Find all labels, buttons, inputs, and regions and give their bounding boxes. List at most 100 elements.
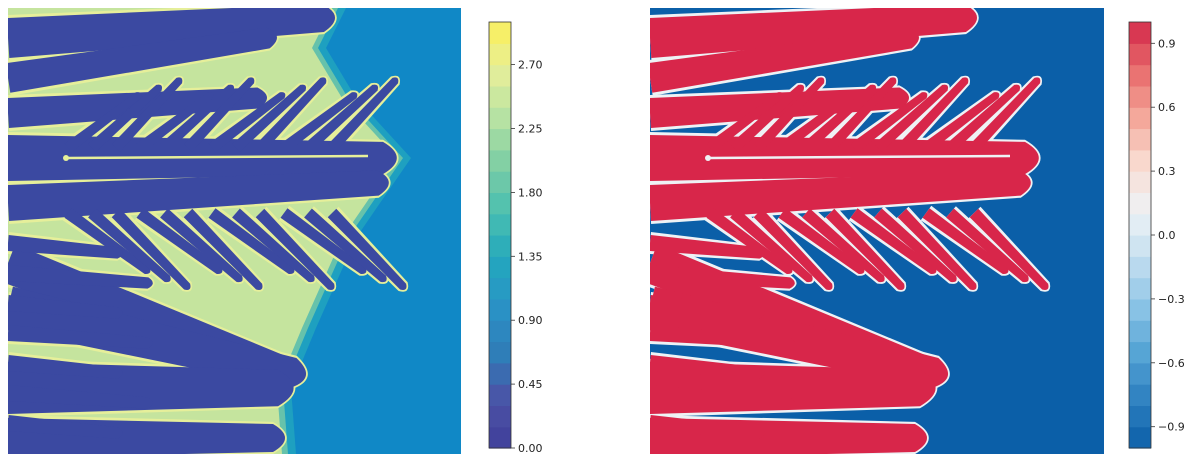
right-colorbar-tick-label: 0.3 bbox=[1158, 165, 1176, 178]
right-colorbar-level bbox=[1129, 384, 1151, 406]
left-colorbar-level bbox=[489, 341, 511, 364]
right-branch bbox=[650, 325, 795, 349]
right-branch bbox=[970, 77, 1041, 152]
left-branch bbox=[327, 208, 407, 291]
right-branch bbox=[897, 208, 977, 291]
left-branch bbox=[111, 208, 191, 291]
right-branch bbox=[898, 77, 969, 152]
right-branch bbox=[922, 92, 1000, 153]
left-heatmap bbox=[8, 8, 461, 454]
right-colorbar-level bbox=[1129, 213, 1151, 236]
right-colorbar-level bbox=[1129, 85, 1151, 108]
left-branch bbox=[208, 208, 295, 274]
right-branch bbox=[850, 92, 928, 153]
right-branch bbox=[946, 208, 1029, 283]
right-colorbar-level bbox=[1129, 149, 1151, 172]
right-branch bbox=[650, 385, 795, 409]
left-colorbar-level bbox=[489, 107, 511, 130]
left-colorbar-level bbox=[489, 22, 511, 44]
left-colorbar-tick-label: 0.00 bbox=[518, 442, 543, 452]
right-branch bbox=[802, 208, 885, 283]
left-branch bbox=[160, 84, 235, 153]
left-branch bbox=[280, 208, 367, 274]
right-colorbar-level bbox=[1129, 22, 1151, 44]
right-colorbar-tick-label: 0.0 bbox=[1158, 229, 1176, 242]
left-branch bbox=[280, 92, 358, 153]
right-branch bbox=[874, 84, 949, 153]
right-branch bbox=[730, 84, 805, 153]
left-colorbar-level bbox=[489, 320, 511, 343]
right-branch bbox=[650, 8, 977, 58]
right-colorbar-level bbox=[1129, 64, 1151, 87]
right-colorbar-tick-label: 0.9 bbox=[1158, 37, 1176, 50]
right-branch bbox=[969, 208, 1049, 291]
right-colorbar-level bbox=[1129, 256, 1151, 279]
left-branch bbox=[304, 208, 387, 283]
left-branch bbox=[8, 325, 153, 349]
left-branch bbox=[8, 295, 123, 319]
right-colorbar-level bbox=[1129, 171, 1151, 193]
left-branch bbox=[160, 208, 243, 283]
right-colorbar-tick-label: 0.6 bbox=[1158, 101, 1176, 114]
right-colorbar-level bbox=[1129, 43, 1151, 66]
right-branch bbox=[650, 415, 765, 439]
right-colorbar-level bbox=[1129, 235, 1151, 257]
left-branch bbox=[112, 77, 183, 152]
left-colorbar-tick-label: 2.70 bbox=[518, 59, 543, 72]
right-branch bbox=[874, 208, 957, 283]
right-trunk-channel bbox=[709, 154, 1011, 160]
left-branch bbox=[304, 84, 379, 153]
right-colorbar-level bbox=[1129, 128, 1151, 151]
left-colorbar-level bbox=[489, 405, 511, 428]
left-trunk-droplet bbox=[63, 155, 69, 161]
left-colorbar-level bbox=[489, 277, 511, 300]
left-colorbar: 0.00 0.45 0.90 1.35 1.80 2.25 2.70 bbox=[488, 21, 543, 452]
left-branch bbox=[136, 92, 214, 153]
left-branch bbox=[8, 235, 123, 259]
left-colorbar-tick-label: 0.90 bbox=[518, 314, 543, 327]
right-branch bbox=[650, 235, 765, 259]
right-colorbar-level bbox=[1129, 341, 1151, 364]
right-heatmap bbox=[650, 8, 1104, 454]
left-branch bbox=[256, 77, 327, 152]
right-branch bbox=[706, 208, 793, 274]
left-branch bbox=[136, 208, 223, 274]
right-branch bbox=[650, 265, 795, 289]
left-branch bbox=[88, 84, 163, 153]
left-colorbar-level bbox=[489, 384, 511, 406]
right-colorbar-level bbox=[1129, 192, 1151, 215]
right-colorbar-level bbox=[1129, 405, 1151, 428]
right-colorbar-level bbox=[1129, 362, 1151, 385]
left-branch bbox=[183, 208, 263, 291]
left-colorbar-level bbox=[489, 362, 511, 385]
left-dendrite-branches bbox=[8, 8, 407, 454]
left-colorbar-level bbox=[489, 128, 511, 151]
right-branch bbox=[650, 27, 919, 93]
right-branch bbox=[825, 208, 905, 291]
right-branch bbox=[946, 84, 1021, 153]
left-colorbar-frame bbox=[488, 21, 512, 449]
left-branch bbox=[64, 208, 151, 274]
right-branch bbox=[730, 208, 813, 283]
right-colorbar-level bbox=[1129, 107, 1151, 130]
left-branch bbox=[8, 27, 277, 93]
left-branch bbox=[255, 208, 335, 291]
left-colorbar-tick-label: 2.25 bbox=[518, 123, 543, 136]
left-colorbar-level bbox=[489, 64, 511, 87]
left-branch bbox=[8, 355, 123, 379]
left-branch bbox=[64, 92, 142, 153]
right-colorbar-level bbox=[1129, 426, 1151, 449]
left-colorbar-level bbox=[489, 213, 511, 236]
right-colorbar-level bbox=[1129, 277, 1151, 300]
right-colorbar-tick-label: −0.6 bbox=[1158, 357, 1185, 370]
right-colorbar-tick-label: −0.3 bbox=[1158, 293, 1185, 306]
left-colorbar-level bbox=[489, 235, 511, 257]
right-branch bbox=[826, 77, 897, 152]
left-colorbar-level bbox=[489, 298, 511, 321]
right-branch bbox=[778, 208, 865, 274]
right-branch bbox=[754, 77, 825, 152]
left-branch bbox=[8, 415, 123, 439]
right-colorbar-tick-label: −0.9 bbox=[1158, 421, 1185, 434]
right-colorbar: −0.9 −0.6 −0.3 0.0 0.3 0.6 0.9 bbox=[1128, 21, 1185, 449]
right-dendrite-branches bbox=[650, 8, 1049, 454]
